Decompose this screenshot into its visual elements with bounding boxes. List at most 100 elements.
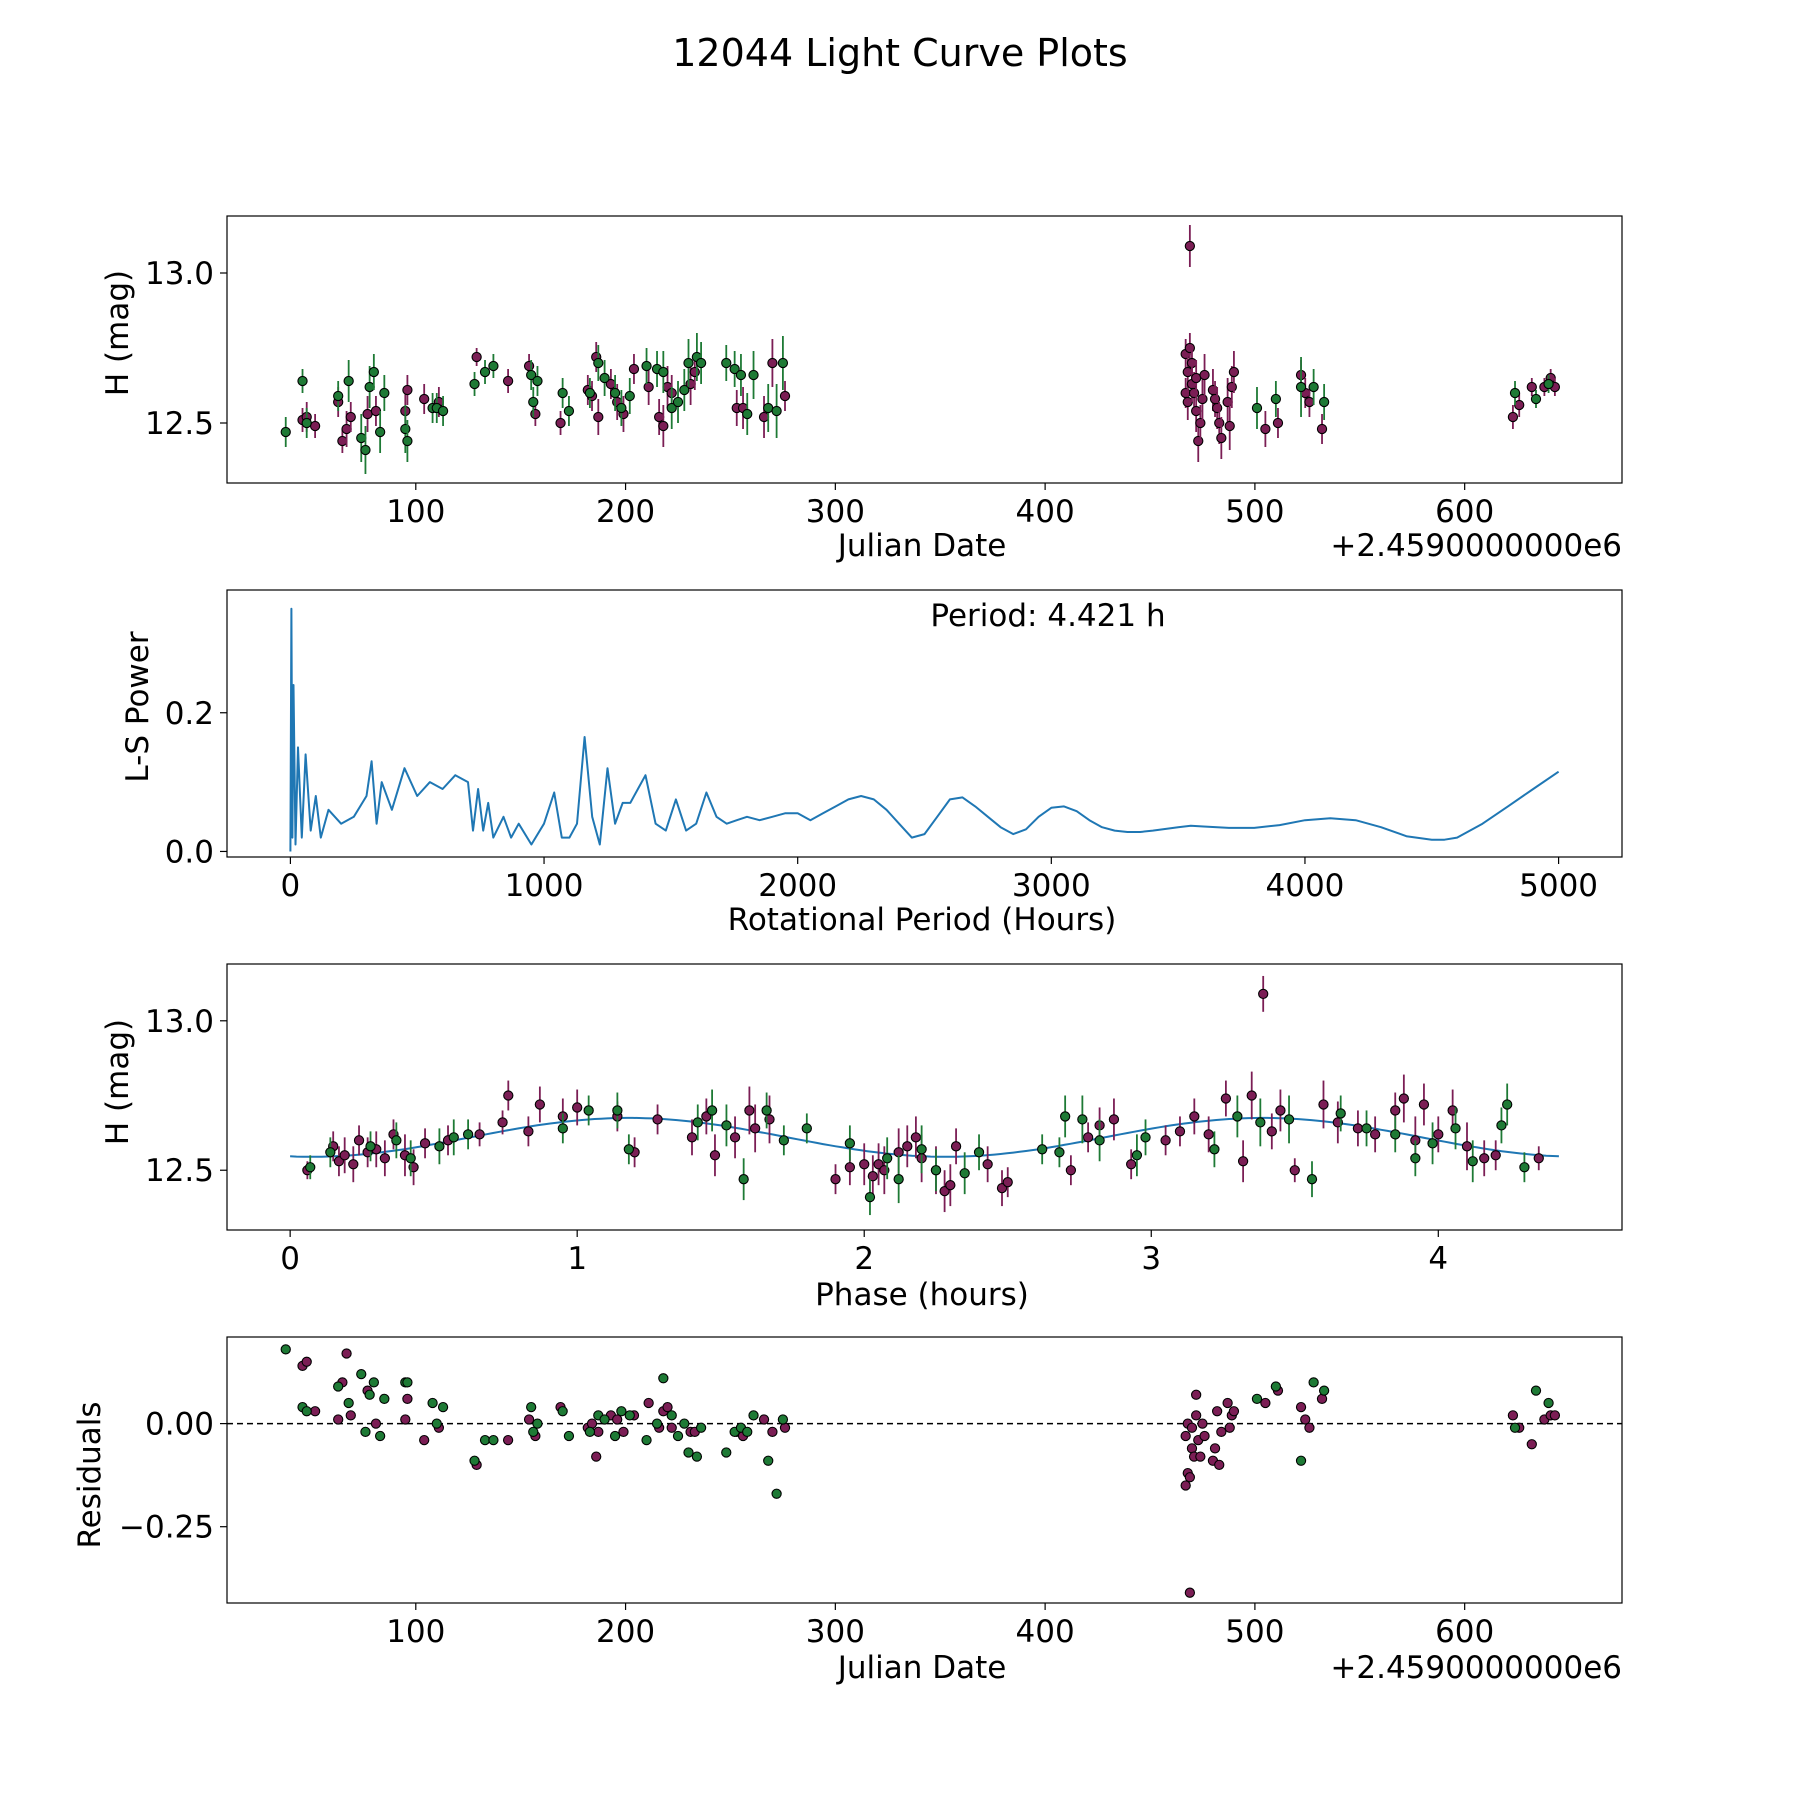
data-point	[771, 405, 782, 417]
data-point	[353, 1135, 365, 1146]
x-tick-label: 200	[596, 1614, 655, 1650]
data-point	[1160, 1135, 1171, 1146]
data-point	[301, 1356, 312, 1367]
data-point	[1059, 1111, 1071, 1122]
data-point	[1530, 393, 1542, 405]
data-point	[448, 1132, 459, 1143]
data-point	[1216, 432, 1227, 444]
data-point	[767, 1426, 778, 1438]
data-point	[653, 411, 665, 423]
data-point	[1410, 1153, 1421, 1164]
data-point	[360, 444, 371, 456]
data-point	[593, 411, 604, 423]
data-point	[348, 1159, 359, 1170]
data-point	[1543, 378, 1554, 390]
data-point	[563, 1430, 575, 1442]
data-point	[368, 1377, 379, 1388]
data-point	[1308, 381, 1319, 393]
data-point	[586, 1418, 598, 1429]
data-point	[1207, 384, 1219, 396]
data-point	[1549, 1410, 1561, 1421]
data-point	[437, 1401, 449, 1413]
data-point	[1283, 1114, 1295, 1125]
data-point	[1318, 396, 1330, 408]
data-point	[379, 1153, 391, 1164]
x-tick-label: 600	[1435, 494, 1494, 530]
data-point	[280, 1344, 291, 1355]
data-point	[1361, 1123, 1372, 1134]
data-point	[1369, 1129, 1381, 1140]
data-point	[301, 1406, 312, 1417]
data-point	[1222, 396, 1233, 408]
data-point	[1450, 1123, 1461, 1134]
data-point	[902, 1141, 913, 1152]
data-point	[982, 1159, 993, 1170]
data-point	[280, 426, 291, 438]
x-tick-label: 500	[1225, 494, 1284, 530]
data-point	[1295, 381, 1307, 393]
data-point	[333, 390, 344, 402]
x-tick-label: 1000	[505, 868, 584, 904]
data-point	[624, 1410, 635, 1421]
data-point	[749, 1123, 761, 1134]
data-point	[1270, 393, 1282, 405]
data-point	[945, 1180, 956, 1191]
y-tick-label: 13.0	[145, 1004, 214, 1040]
data-point	[325, 1147, 336, 1158]
data-point	[779, 390, 791, 402]
data-point	[343, 375, 354, 387]
data-point	[333, 1381, 344, 1392]
data-point	[419, 1434, 430, 1446]
periodogram-panel: Rotational Period (Hours) L-S Power Peri…	[120, 589, 1623, 938]
data-point	[532, 1418, 543, 1429]
data-point	[469, 1455, 480, 1466]
data-point	[1543, 1397, 1554, 1409]
data-point	[695, 357, 707, 369]
data-point	[1108, 1114, 1120, 1125]
data-point	[612, 1414, 623, 1425]
y-axis-label: L-S Power	[120, 631, 156, 782]
data-point	[683, 357, 694, 369]
data-point	[771, 1488, 782, 1499]
data-point	[893, 1174, 904, 1185]
data-point	[333, 1414, 344, 1425]
data-point	[370, 1418, 382, 1429]
data-point	[1226, 381, 1237, 393]
data-point	[662, 1401, 673, 1413]
data-point	[1295, 1401, 1307, 1413]
data-point	[658, 366, 669, 378]
data-point	[1195, 1451, 1206, 1462]
data-point	[1467, 1156, 1478, 1167]
data-point	[555, 417, 566, 429]
data-point	[356, 1368, 367, 1380]
data-point	[1216, 1426, 1227, 1438]
data-point	[779, 1422, 791, 1433]
data-point	[624, 390, 635, 402]
x-tick-label: 400	[1016, 1614, 1075, 1650]
data-point	[584, 387, 596, 399]
data-point	[658, 420, 669, 432]
data-point	[528, 396, 539, 408]
data-point	[1318, 1099, 1329, 1110]
plot-area	[289, 607, 1560, 852]
data-point	[867, 1171, 878, 1182]
figure-title: 12044 Light Curve Plots	[672, 31, 1127, 75]
data-point	[763, 402, 774, 414]
data-point	[1182, 396, 1193, 408]
x-tick-label: 0	[281, 868, 301, 904]
x-axis-label: Julian Date	[836, 528, 1007, 564]
plot-area	[290, 975, 1559, 1216]
data-point	[1220, 1093, 1232, 1104]
data-point	[672, 1430, 684, 1442]
x-tick-label: 300	[806, 494, 865, 530]
data-point	[1507, 411, 1519, 423]
data-point	[379, 1393, 390, 1405]
data-point	[1304, 1422, 1315, 1433]
data-point	[1222, 1397, 1233, 1409]
data-point	[1335, 1108, 1346, 1119]
data-point	[973, 1147, 985, 1158]
data-point	[400, 423, 411, 435]
data-point	[1065, 1165, 1077, 1176]
data-point	[1255, 1117, 1266, 1128]
data-point	[479, 1434, 491, 1446]
